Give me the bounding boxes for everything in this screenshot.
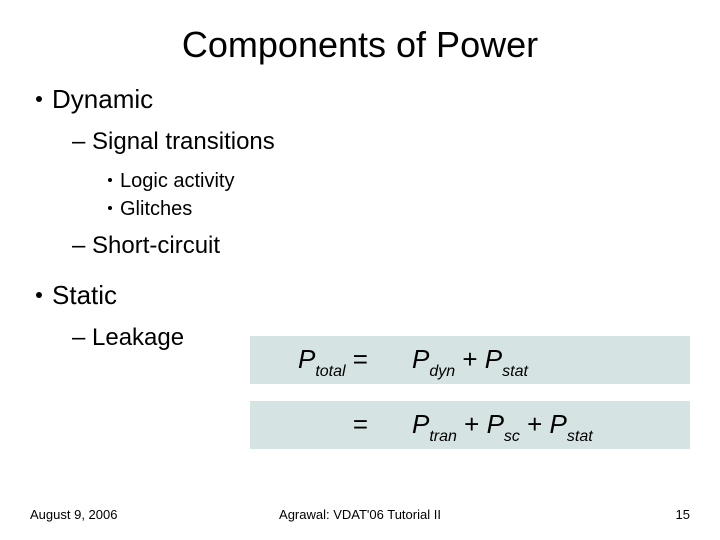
eq-sub-dyn: dyn — [429, 363, 455, 380]
eq-sub-sc: sc — [504, 428, 520, 445]
eq-sub-total: total — [315, 363, 345, 380]
bullet-logic-activity: Logic activity — [108, 170, 235, 193]
eq-P: P — [412, 409, 429, 439]
eq-equals: = — [353, 409, 368, 439]
equation-rhs-1: Pdyn + Pstat — [412, 344, 528, 377]
eq-plus: + — [520, 409, 550, 439]
dash-icon: – — [72, 128, 92, 155]
bullet-logic-activity-label: Logic activity — [120, 170, 235, 192]
eq-sub-stat: stat — [502, 363, 528, 380]
bullet-signal-transitions-label: Signal transitions — [92, 128, 275, 155]
slide-title: Components of Power — [0, 24, 720, 66]
bullet-short-circuit-label: Short-circuit — [92, 232, 220, 259]
eq-equals: = — [346, 344, 368, 374]
eq-P: P — [487, 409, 504, 439]
footer-page-number: 15 — [676, 507, 690, 522]
bullet-signal-transitions: – Signal transitions — [72, 128, 275, 156]
equation-rhs-2: Ptran + Psc + Pstat — [412, 409, 593, 442]
equation-lhs-1: Ptotal = — [260, 344, 368, 377]
bullet-dot-icon — [36, 292, 42, 298]
footer-attribution: Agrawal: VDAT'06 Tutorial II — [0, 507, 720, 522]
bullet-dynamic-label: Dynamic — [52, 84, 153, 114]
bullet-dot-icon — [108, 206, 112, 210]
bullet-dot-icon — [108, 178, 112, 182]
bullet-short-circuit: – Short-circuit — [72, 232, 220, 260]
eq-P: P — [298, 344, 315, 374]
equation-row-2: = Ptran + Psc + Pstat — [250, 401, 690, 449]
eq-P: P — [550, 409, 567, 439]
bullet-glitches: Glitches — [108, 198, 192, 221]
dash-icon: – — [72, 324, 92, 351]
bullet-dot-icon — [36, 96, 42, 102]
dash-icon: – — [72, 232, 92, 259]
eq-plus: + — [455, 344, 485, 374]
bullet-leakage-label: Leakage — [92, 324, 184, 351]
bullet-glitches-label: Glitches — [120, 198, 192, 220]
eq-plus: + — [457, 409, 487, 439]
bullet-static-label: Static — [52, 280, 117, 310]
eq-sub-tran: tran — [429, 428, 457, 445]
bullet-static: Static — [36, 280, 117, 311]
eq-P: P — [485, 344, 502, 374]
bullet-leakage: – Leakage — [72, 324, 184, 352]
equation-row-1: Ptotal = Pdyn + Pstat — [250, 336, 690, 384]
bullet-dynamic: Dynamic — [36, 84, 153, 115]
equation-lhs-2: = — [260, 409, 368, 440]
eq-P: P — [412, 344, 429, 374]
eq-sub-stat: stat — [567, 428, 593, 445]
